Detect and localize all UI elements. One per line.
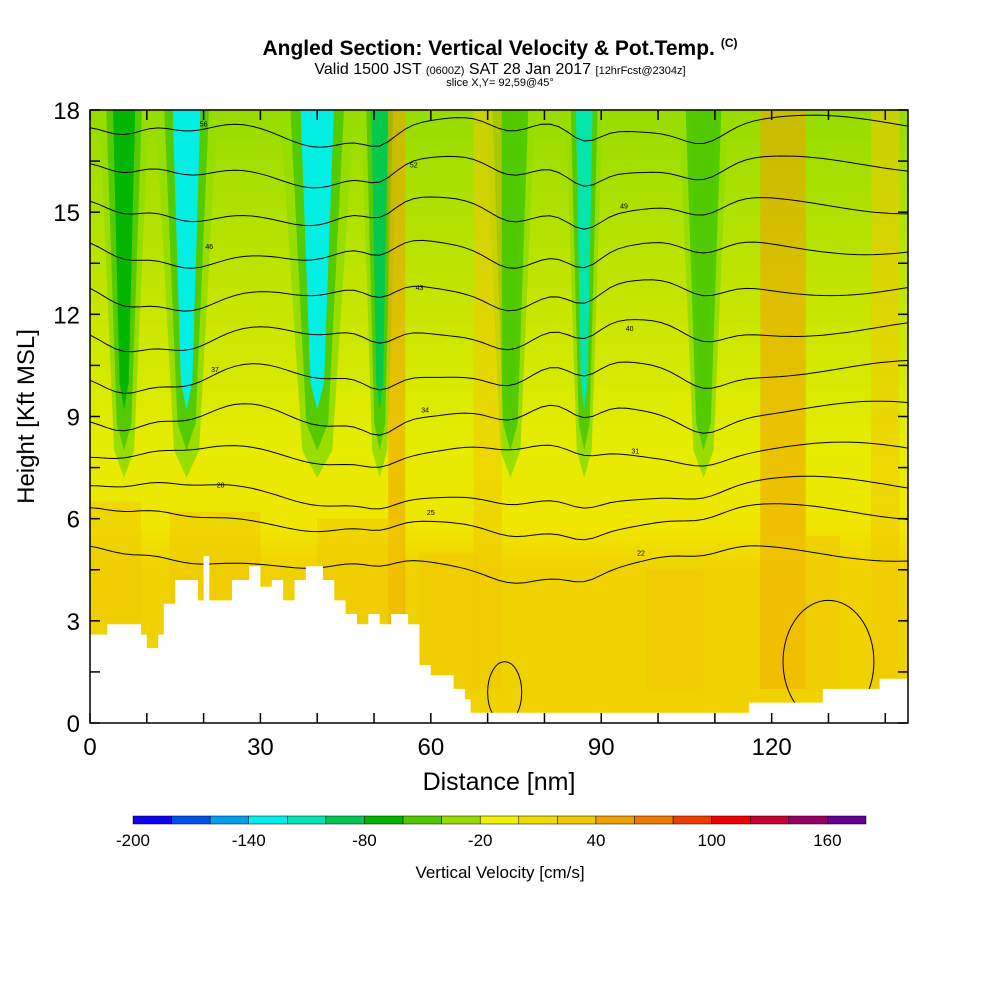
theta-contour <box>90 279 908 312</box>
theta-contour <box>90 360 908 394</box>
y-tick-label: 12 <box>53 302 80 329</box>
theta-contour-label: 28 <box>217 483 225 490</box>
x-tick-label: 30 <box>247 734 274 761</box>
theta-contour-label: 46 <box>205 244 213 251</box>
colorbar-swatch <box>248 815 288 825</box>
colorbar-swatch <box>595 815 635 825</box>
valid-time: Valid 1500 JST (0600Z) SAT 28 Jan 2017 [… <box>314 61 686 78</box>
x-tick-label: 120 <box>752 734 792 761</box>
low-level-updraft <box>646 569 704 689</box>
chart-title: Angled Section: Vertical Velocity & Pot.… <box>262 36 738 60</box>
downdraft-column <box>112 110 136 410</box>
downdraft-column <box>692 110 715 410</box>
y-tick-label: 18 <box>53 98 80 125</box>
theta-contour-label: 34 <box>421 408 429 415</box>
colorbar-tick-label: -200 <box>116 831 150 850</box>
y-tick-label: 6 <box>67 507 80 534</box>
theta-contour <box>90 441 908 468</box>
colorbar-swatch <box>672 815 712 825</box>
colorbar-swatch <box>132 815 172 825</box>
theta-contour-label: 40 <box>626 326 634 333</box>
downdraft-column <box>371 110 389 410</box>
colorbar-tick-label: 100 <box>697 831 725 850</box>
colorbar-tick-label: 40 <box>586 831 605 850</box>
colorbar-tick-label: -80 <box>352 831 377 850</box>
colorbar-swatch <box>171 815 211 825</box>
colorbar-label: Vertical Velocity [cm/s] <box>415 863 585 882</box>
x-axis-label: Distance [nm] <box>423 768 576 796</box>
theta-contour <box>90 503 908 541</box>
theta-contour <box>782 599 875 723</box>
colorbar-swatch <box>557 815 597 825</box>
theta-contour-label: 25 <box>427 510 435 517</box>
downdraft-column <box>499 110 522 410</box>
theta-contour <box>90 545 908 584</box>
y-tick-label: 3 <box>67 609 80 636</box>
theta-contour <box>90 475 908 510</box>
colorbar-swatch <box>827 815 867 825</box>
theta-contour-label: 56 <box>200 122 208 129</box>
colorbar-swatch <box>788 815 828 825</box>
colorbar-tick-label: -20 <box>468 831 493 850</box>
theta-contour <box>90 196 908 230</box>
theta-contour-label: 49 <box>620 203 628 210</box>
theta-contour-label: 52 <box>410 162 418 169</box>
theta-contour <box>90 319 908 353</box>
colorbar-swatch <box>711 815 751 825</box>
colorbar-tick-label: 160 <box>813 831 841 850</box>
colorbar-swatch <box>364 815 404 825</box>
colorbar-swatch <box>518 815 558 825</box>
colorbar-swatch <box>634 815 674 825</box>
colorbar-swatch <box>402 815 442 825</box>
terrain <box>90 556 908 723</box>
theta-contour <box>90 400 908 436</box>
y-tick-label: 0 <box>67 711 80 738</box>
y-axis-label: Height [Kft MSL] <box>13 329 40 504</box>
colorbar-swatch <box>287 815 327 825</box>
downdraft-column <box>172 110 201 410</box>
slice-info: slice X,Y= 92,59@45° <box>446 77 554 89</box>
colorbar-swatch <box>209 815 249 825</box>
updraft-column <box>871 110 900 689</box>
theta-contour <box>90 239 908 269</box>
colorbar-tick-label: -140 <box>232 831 266 850</box>
theta-contour-label: 31 <box>631 449 639 456</box>
colorbar-swatch <box>750 815 790 825</box>
theta-contour-label: 43 <box>416 285 424 292</box>
colorbar-swatch <box>441 815 481 825</box>
colorbar-swatch <box>479 815 520 825</box>
theta-contour <box>90 155 908 189</box>
theta-contour-label: 22 <box>637 551 645 558</box>
theta-contour-label: 37 <box>211 367 219 374</box>
y-tick-label: 9 <box>67 405 80 432</box>
low-level-updraft <box>760 535 840 689</box>
x-tick-label: 0 <box>83 734 96 761</box>
low-level-updraft <box>90 501 142 621</box>
x-tick-label: 60 <box>417 734 444 761</box>
updraft-column <box>473 110 502 689</box>
x-tick-label: 90 <box>588 734 615 761</box>
colorbar-swatch <box>325 815 365 825</box>
y-tick-label: 15 <box>53 200 80 227</box>
